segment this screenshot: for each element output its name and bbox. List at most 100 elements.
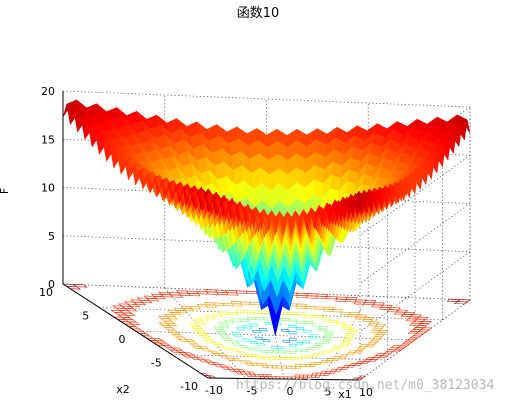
contour-cell bbox=[258, 328, 268, 332]
contour-cell bbox=[326, 296, 338, 300]
contour-cell bbox=[225, 366, 235, 370]
z-axis-label: F bbox=[0, 188, 11, 194]
contour-cell bbox=[335, 322, 346, 326]
contour-cell bbox=[273, 356, 281, 360]
contour-cell bbox=[290, 365, 296, 369]
contour-cell bbox=[289, 337, 297, 341]
contour-cell bbox=[339, 354, 348, 358]
z-tick-label: 5 bbox=[48, 230, 55, 243]
contour-cell bbox=[320, 317, 331, 321]
contour-cell bbox=[318, 325, 328, 329]
contour-cell bbox=[377, 330, 389, 334]
contour-cell bbox=[306, 355, 313, 359]
contour-cell bbox=[262, 339, 271, 343]
contour-cell bbox=[222, 346, 232, 350]
contour-cell bbox=[335, 296, 348, 300]
grid-line-z bbox=[359, 154, 471, 236]
contour-cell bbox=[212, 341, 223, 346]
contour-cell bbox=[363, 316, 375, 320]
contour-cell bbox=[299, 374, 305, 378]
contour-cell bbox=[198, 345, 209, 350]
contour-cell bbox=[282, 339, 290, 343]
contour-cell bbox=[307, 346, 315, 350]
contour-cell bbox=[419, 321, 433, 325]
contour-cell bbox=[342, 324, 353, 328]
contour-cell bbox=[243, 310, 255, 314]
contour-cell bbox=[288, 331, 297, 335]
contour-cell bbox=[415, 316, 429, 320]
contour-cell bbox=[295, 363, 301, 367]
contour-cell bbox=[296, 320, 305, 324]
contour-cell bbox=[354, 299, 367, 303]
contour-cell bbox=[231, 318, 242, 322]
contour-cell bbox=[316, 293, 328, 297]
contour-cell bbox=[244, 360, 252, 364]
contour-cell bbox=[230, 349, 240, 353]
contour-cell bbox=[395, 309, 409, 313]
contour-cell bbox=[217, 353, 227, 357]
contour-cell bbox=[323, 306, 335, 310]
x1-tick-label: 0 bbox=[287, 385, 294, 398]
grid-line-z bbox=[62, 235, 471, 253]
grid-line-z bbox=[359, 251, 471, 333]
contour-cell bbox=[305, 306, 316, 310]
contour-cell bbox=[257, 343, 266, 347]
x2-tick-label: -5 bbox=[151, 357, 162, 370]
contour-cell bbox=[72, 284, 88, 288]
contour-cell bbox=[215, 289, 228, 293]
contour-cell bbox=[209, 350, 219, 354]
contour-cell bbox=[287, 318, 297, 322]
contour-cell bbox=[332, 345, 342, 349]
contour-cell bbox=[211, 361, 221, 365]
contour-cell bbox=[264, 321, 274, 325]
contour-cell bbox=[249, 301, 261, 306]
axes-lines bbox=[62, 91, 361, 381]
contour-cell bbox=[253, 347, 262, 351]
contour-cell bbox=[289, 344, 297, 348]
contour-cell bbox=[238, 351, 247, 355]
contour-cell bbox=[304, 364, 311, 367]
contour-cell bbox=[260, 363, 268, 366]
contour-cell bbox=[304, 314, 315, 318]
contour-cell bbox=[252, 310, 263, 314]
contour-cell bbox=[301, 348, 309, 352]
contour-cell bbox=[245, 290, 258, 295]
contour-cell bbox=[312, 353, 320, 357]
contour-cell bbox=[246, 316, 257, 321]
contour-cell bbox=[285, 365, 292, 369]
contour-cell bbox=[296, 303, 307, 307]
contour-cell bbox=[247, 371, 255, 375]
contour-cell bbox=[230, 301, 242, 305]
x1-axis-line bbox=[207, 377, 361, 381]
contour-cell bbox=[232, 357, 241, 361]
contour-cell bbox=[314, 306, 325, 310]
contour-cell bbox=[277, 350, 285, 354]
contour-cell bbox=[203, 359, 213, 363]
z-tick-label: 10 bbox=[41, 182, 55, 195]
contour-cell bbox=[222, 302, 234, 307]
x2-axis-line bbox=[62, 283, 209, 379]
contour-cell bbox=[225, 290, 238, 294]
contour-cell bbox=[402, 312, 416, 315]
contour-cell bbox=[283, 350, 291, 354]
x1-tick-label: -5 bbox=[247, 385, 258, 398]
contour-cell bbox=[237, 369, 245, 373]
x1-tick-label: 10 bbox=[359, 386, 373, 399]
contour-cell bbox=[249, 323, 259, 327]
contour-cell bbox=[318, 351, 326, 355]
x1-tick-label: -10 bbox=[205, 384, 223, 397]
contour-cell bbox=[284, 357, 291, 360]
contour-cell bbox=[252, 330, 261, 334]
contour-cell bbox=[230, 340, 240, 344]
grid-line-y bbox=[62, 283, 471, 301]
contour-cell bbox=[254, 336, 264, 340]
contour-cell bbox=[375, 323, 387, 327]
contour-cell bbox=[281, 365, 287, 369]
contour-cell bbox=[324, 349, 333, 353]
contour-cell bbox=[295, 342, 303, 346]
contour-cell bbox=[348, 329, 358, 333]
grid-line-z bbox=[62, 90, 471, 108]
contour-cell bbox=[266, 350, 274, 354]
contour-cell bbox=[287, 311, 297, 315]
